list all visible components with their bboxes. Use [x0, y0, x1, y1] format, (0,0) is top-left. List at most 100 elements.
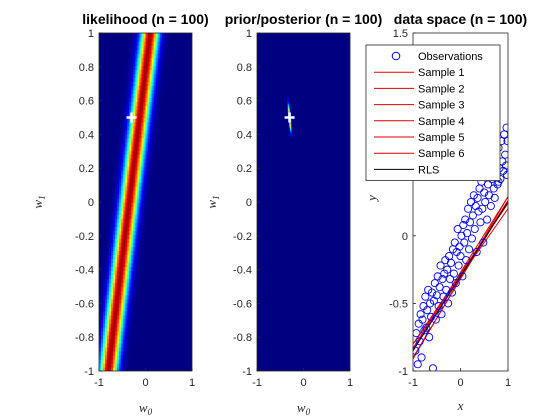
heatmap-cell [177, 97, 181, 103]
heatmap-cell [125, 230, 128, 235]
heatmap-cell [99, 262, 102, 267]
heatmap-cell [175, 137, 179, 143]
heatmap-cell [103, 149, 106, 155]
heatmap-cell [103, 294, 106, 300]
heatmap-cell [167, 105, 171, 111]
heatmap-cell [151, 161, 155, 167]
heatmap-cell [169, 266, 173, 272]
heatmap-cell [165, 97, 169, 103]
heatmap-cell [115, 65, 118, 70]
heatmap-cell [161, 282, 165, 288]
heatmap-cell [153, 105, 157, 111]
heatmap-cell [145, 238, 149, 243]
heatmap-cell [119, 185, 122, 191]
heatmap-cell [129, 338, 132, 344]
heatmap-cell [113, 242, 116, 247]
heatmap-cell [187, 37, 191, 42]
heatmap-cell [145, 105, 149, 111]
heatmap-cell [111, 242, 114, 247]
heatmap-cell [105, 141, 108, 147]
heatmap-cell [117, 314, 120, 320]
heatmap-cell [169, 37, 173, 42]
heatmap-cell [185, 310, 189, 316]
heatmap-cell [109, 222, 112, 227]
heatmap-cell [165, 65, 169, 70]
heatmap-cell [171, 165, 175, 171]
ytick-label: -0.6 [75, 298, 94, 310]
heatmap-cell [141, 41, 145, 46]
heatmap-cell [179, 125, 183, 131]
heatmap-cell [127, 206, 130, 211]
heatmap-cell [127, 81, 130, 86]
heatmap-cell [149, 117, 153, 123]
heatmap-cell [171, 246, 175, 251]
heatmap-cell [165, 258, 169, 263]
heatmap-cell [151, 85, 155, 90]
heatmap-cell [145, 153, 149, 159]
heatmap-cell [143, 97, 147, 103]
heatmap-cell [187, 65, 191, 70]
heatmap-cell [113, 210, 116, 215]
heatmap-cell [143, 250, 147, 255]
heatmap-cell [101, 354, 104, 360]
heatmap-cell [175, 149, 179, 155]
heatmap-cell [157, 266, 161, 272]
heatmap-cell [165, 37, 169, 42]
heatmap-cell [137, 366, 141, 371]
ytick-label: 0.6 [79, 96, 94, 108]
heatmap-cell [183, 242, 187, 247]
heatmap-cell [159, 61, 163, 66]
heatmap-cell [171, 214, 175, 219]
heatmap-cell [127, 358, 130, 364]
heatmap-cell [155, 234, 159, 239]
heatmap-cell [169, 226, 173, 231]
heatmap-cell [159, 181, 163, 187]
heatmap-cell [101, 181, 104, 187]
heatmap-cell [167, 113, 171, 119]
heatmap-cell [139, 133, 143, 139]
heatmap-cell [117, 250, 120, 255]
heatmap-cell [151, 242, 155, 247]
heatmap-cell [161, 274, 165, 280]
heatmap-cell [101, 314, 104, 320]
heatmap-cell [135, 246, 139, 251]
heatmap-cell [169, 242, 173, 247]
heatmap-cell [169, 93, 173, 98]
heatmap-cell [173, 330, 177, 336]
heatmap-cell [185, 286, 189, 292]
heatmap-cell [165, 222, 169, 227]
heatmap-cell [167, 226, 171, 231]
heatmap-cell [119, 85, 122, 90]
heatmap-cell [111, 93, 114, 98]
heatmap-cell [167, 214, 171, 219]
heatmap-cell [125, 45, 128, 50]
heatmap-cell [183, 258, 187, 263]
heatmap-cell [151, 45, 155, 50]
heatmap-cell [99, 185, 102, 191]
heatmap-cell [161, 314, 165, 320]
heatmap-cell [153, 278, 157, 284]
heatmap-cell [135, 77, 139, 82]
heatmap-cell [113, 310, 116, 316]
heatmap-cell [159, 177, 163, 183]
heatmap-cell [151, 358, 155, 364]
heatmap-cell [181, 177, 185, 183]
heatmap-cell [185, 197, 189, 203]
heatmap-cell [167, 338, 171, 344]
heatmap-cell [143, 141, 147, 147]
heatmap-cell [149, 318, 153, 324]
heatmap-cell [183, 322, 187, 328]
heatmap-cell [163, 330, 167, 336]
heatmap-cell [115, 193, 118, 199]
heatmap-cell [181, 157, 185, 163]
heatmap-cell [99, 81, 102, 86]
heatmap-cell [135, 49, 139, 54]
heatmap-cell [165, 338, 169, 344]
heatmap-cell [153, 346, 157, 352]
heatmap-cell [127, 270, 130, 276]
heatmap-cell [131, 230, 134, 235]
heatmap-cell [119, 266, 122, 272]
heatmap-cell [175, 294, 179, 300]
heatmap-cell [183, 57, 187, 62]
heatmap-cell [171, 45, 175, 50]
